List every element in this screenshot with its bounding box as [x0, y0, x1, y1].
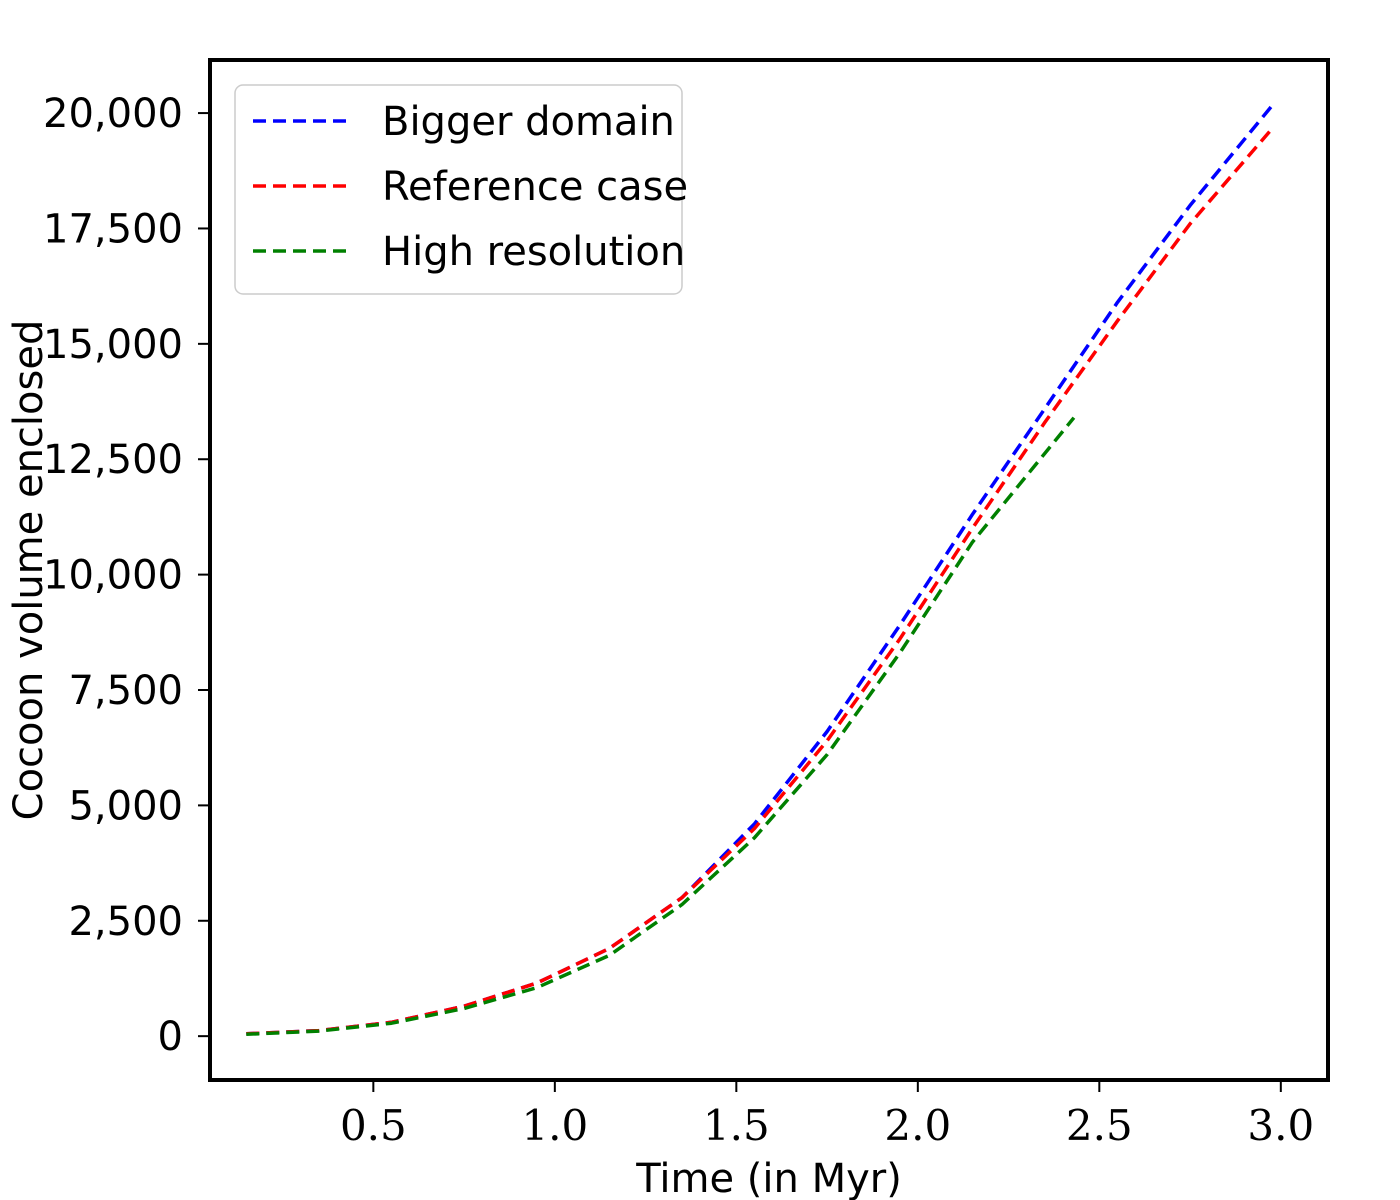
x-tick-label: 1.5 [703, 1101, 770, 1150]
y-tick-label: 17,500 [43, 206, 183, 252]
x-tick-label: 0.5 [340, 1101, 407, 1150]
y-axis: 0 2,500 5,000 7,500 10,000 12,500 15,000 17,500… [43, 91, 210, 1060]
legend-label-0: Bigger domain [382, 99, 675, 145]
legend-box [234, 84, 683, 295]
x-tick-label: 3.0 [1247, 1101, 1314, 1150]
x-axis-label: Time (in Myr) [635, 1156, 902, 1200]
y-tick-label: 15,000 [43, 322, 183, 368]
y-tick-label: 5,000 [68, 783, 183, 829]
series-line-2 [246, 416, 1076, 1037]
legend: Bigger domain Reference case High resoluti… [234, 84, 688, 295]
y-tick-label: 0 [158, 1014, 183, 1060]
y-tick-label: 10,000 [43, 553, 183, 599]
y-tick-label: 7,500 [68, 668, 183, 714]
x-axis: 0.5 1.0 1.5 2.0 2.5 3.0 [340, 1080, 1314, 1150]
y-tick-label: 2,500 [68, 899, 183, 945]
y-tick-label: 12,500 [43, 437, 183, 483]
legend-label-2: High resolution [382, 229, 685, 275]
x-tick-label: 2.5 [1066, 1101, 1133, 1150]
legend-label-1: Reference case [382, 164, 688, 210]
y-tick-label: 20,000 [43, 91, 183, 137]
x-tick-label: 2.0 [884, 1101, 951, 1150]
plot-lines [246, 102, 1275, 1037]
plot-frame [208, 58, 1330, 1082]
y-axis-label: Cocoon volume enclosed [6, 320, 52, 821]
x-tick-label: 1.0 [521, 1101, 588, 1150]
